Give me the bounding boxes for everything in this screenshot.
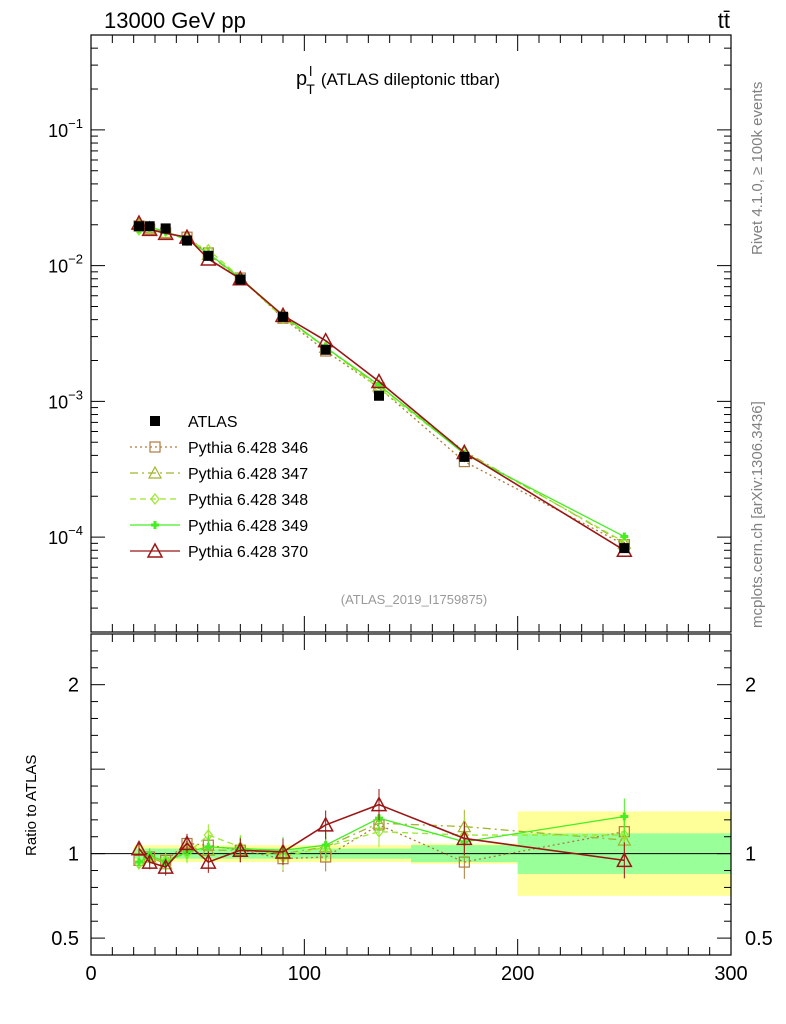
ratio-plot-frame	[90, 633, 732, 956]
legend-marker-atlas	[150, 416, 160, 426]
title-superscript: l	[309, 63, 312, 79]
series-main-line	[138, 226, 625, 538]
main-y-tick-mantissa: 10	[48, 528, 68, 548]
ratio-y-tick-label-left: 0.5	[51, 928, 79, 950]
ratio-y-tick-label-right: 1	[745, 844, 756, 866]
main-y-tick-exponent: −3	[68, 387, 83, 402]
main-y-tick-mantissa: 10	[48, 392, 68, 412]
ratio-data-point	[232, 841, 249, 858]
legend-marker	[150, 493, 160, 505]
legend-entry: Pythia 6.428 349	[130, 518, 308, 535]
ratio-data-point	[135, 858, 143, 867]
main-y-tick-exponent: −1	[68, 116, 83, 131]
atlas-data-point	[182, 235, 192, 246]
main-title: p l T (ATLAS dileptonic ttbar)	[296, 63, 500, 97]
ratio-data-point	[141, 853, 158, 869]
atlas-data-point	[134, 221, 144, 232]
main-y-tick-exponent: −2	[68, 252, 83, 267]
title-description: (ATLAS dileptonic ttbar)	[321, 70, 500, 89]
legend: ATLAS Pythia 6.428 346 Pythia 6.428 347 Pyt…	[130, 414, 308, 561]
legend-marker	[146, 542, 164, 558]
main-y-tick-label: 10−1	[48, 116, 83, 141]
ratio-data-point	[317, 816, 334, 832]
main-y-tick-label: 10−2	[48, 252, 83, 277]
atlas-data-point	[320, 344, 331, 355]
legend-entry: Pythia 6.428 348	[130, 492, 308, 509]
title-symbol: p	[296, 68, 307, 90]
ratio-data-point	[456, 829, 473, 846]
legend-label: Pythia 6.428 370	[188, 544, 308, 561]
main-plot-frame	[90, 34, 732, 633]
atlas-data-point	[235, 274, 246, 285]
ratio-data-point	[204, 842, 213, 851]
main-y-tick-mantissa: 10	[48, 121, 68, 141]
x-tick-label: 0	[85, 963, 96, 985]
ratio-data-point	[321, 841, 330, 850]
legend-marker	[149, 441, 161, 453]
ratio-data-point	[130, 839, 148, 856]
legend-marker	[147, 465, 163, 479]
ratio-data-point	[178, 834, 196, 851]
ratio-data-point	[374, 825, 384, 838]
atlas-data-point	[160, 223, 171, 234]
legend-label: Pythia 6.428 347	[188, 466, 308, 483]
main-data-point	[620, 532, 629, 541]
ratio-data-point	[370, 796, 388, 812]
legend-label: Pythia 6.428 349	[188, 518, 308, 535]
ratio-y-tick-label-right: 2	[745, 675, 756, 697]
atlas-data-point	[144, 221, 155, 232]
atlas-data-point	[459, 451, 470, 462]
main-y-tick-exponent: −4	[68, 523, 83, 538]
legend-marker	[151, 521, 159, 529]
x-tick-label: 300	[714, 963, 747, 985]
legend-entry: Pythia 6.428 370	[130, 542, 308, 561]
ratio-y-tick-label-right: 0.5	[745, 928, 773, 950]
legend-entry-atlas: ATLAS	[150, 414, 238, 431]
ratio-y-tick-label-left: 1	[68, 844, 79, 866]
ratio-data-point	[157, 858, 174, 874]
legend-entry: Pythia 6.428 347	[130, 465, 308, 483]
ratio-data-point	[616, 851, 633, 868]
process-label: tt̄	[718, 8, 730, 33]
ratio-data-point	[619, 829, 630, 842]
legend-label: Pythia 6.428 346	[188, 440, 308, 457]
main-y-tick-label: 10−3	[48, 387, 83, 412]
main-y-tick-label: 10−4	[48, 523, 83, 548]
title-subscript: T	[306, 81, 315, 97]
x-tick-label: 100	[288, 963, 321, 985]
series-layer	[130, 214, 633, 879]
ratio-data-point	[620, 812, 629, 821]
x-tick-label: 200	[501, 963, 534, 985]
series-atlas	[134, 221, 630, 554]
legend-label: Pythia 6.428 348	[188, 492, 308, 509]
energy-label: 13000 GeV pp	[104, 8, 246, 33]
atlas-data-point	[203, 250, 214, 261]
ratio-y-tick-label-left: 2	[68, 675, 79, 697]
legend-label-atlas: ATLAS	[188, 414, 238, 431]
axes-layer: 10−110−210−310−42 21 10.5 0.50 100 200 300	[48, 34, 773, 985]
analysis-id: (ATLAS_2019_I1759875)	[341, 592, 487, 607]
atlas-data-point	[374, 390, 384, 401]
source-label: mcplots.cern.ch [arXiv:1306.3436]	[749, 401, 766, 628]
main-y-tick-mantissa: 10	[48, 257, 68, 277]
atlas-data-point	[278, 311, 288, 322]
atlas-data-point	[619, 543, 630, 554]
ratio-data-point	[200, 853, 217, 869]
legend-entry: Pythia 6.428 346	[130, 440, 308, 457]
ratio-data-point	[274, 843, 292, 859]
main-data-point	[370, 372, 388, 389]
ratio-y-axis-label: Ratio to ATLAS	[23, 755, 40, 856]
rivet-version-label: Rivet 4.1.0, ≥ 100k events	[749, 82, 766, 255]
